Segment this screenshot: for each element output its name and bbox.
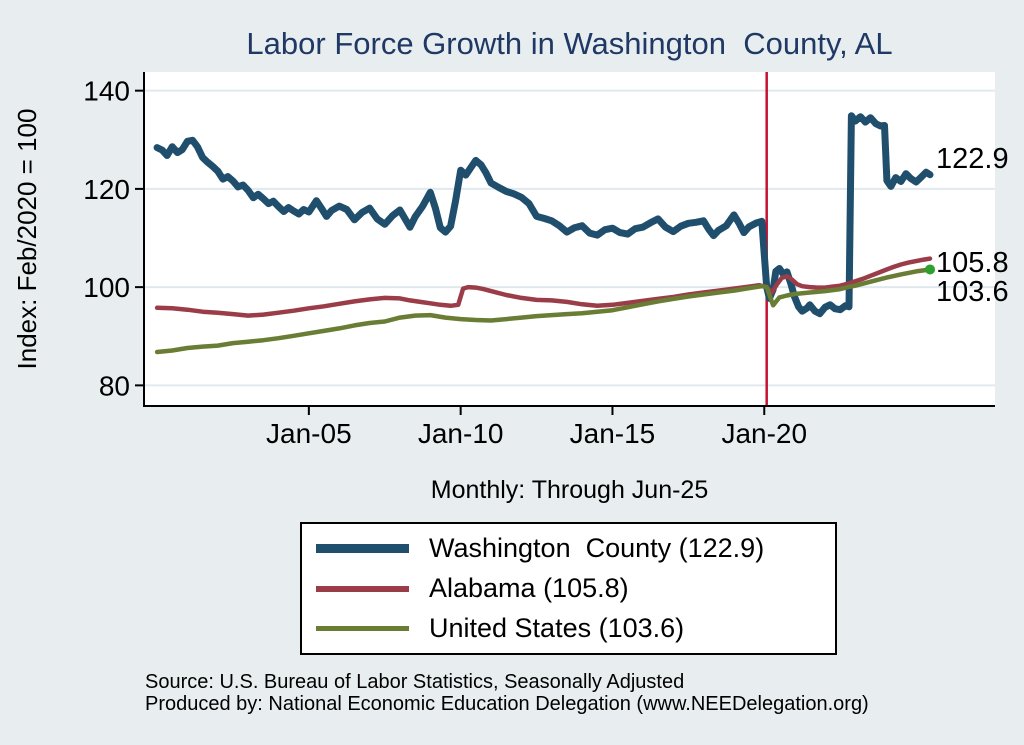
legend-label-alabama: Alabama (105.8) (429, 573, 629, 603)
legend-row-washington-county: Washington County (122.9) (316, 533, 835, 564)
y-tick-label-120: 120 (83, 174, 130, 205)
source-note: Source: U.S. Bureau of Labor Statistics,… (145, 671, 869, 715)
source-line-2: Produced by: National Economic Education… (145, 693, 869, 715)
x-tick-label-2015: Jan-15 (570, 418, 656, 449)
series-line-washington-county (153, 112, 934, 318)
series-line-alabama (154, 256, 933, 318)
x-tick-label-2020: Jan-20 (721, 418, 807, 449)
legend-swatch-alabama (316, 585, 409, 592)
legend-label-washington-county: Washington County (122.9) (429, 533, 765, 563)
chart-subtitle: Monthly: Through Jun-25 (430, 476, 709, 504)
legend: Washington County (122.9) Alabama (105.8… (300, 522, 837, 655)
legend-label-united-states: United States (103.6) (429, 613, 685, 643)
legend-row-united-states: United States (103.6) (316, 613, 835, 644)
legend-swatch-united-states (316, 626, 409, 631)
series-end-marker-united-states (925, 264, 936, 275)
chart-title: Labor Force Growth in Washington County,… (246, 26, 893, 61)
legend-row-alabama: Alabama (105.8) (316, 573, 835, 604)
y-tick-label-80: 80 (99, 370, 130, 401)
end-value-label-122.9: 122.9 (936, 143, 1009, 175)
end-value-label-105.8: 105.8 (936, 247, 1009, 279)
legend-swatch-washington-county (316, 544, 409, 553)
series-line-united-states (154, 267, 933, 355)
end-value-label-103.6: 103.6 (936, 276, 1009, 308)
y-tick-label-100: 100 (83, 272, 130, 303)
x-tick-label-2010: Jan-10 (418, 418, 504, 449)
x-tick-label-2005: Jan-05 (266, 418, 352, 449)
y-tick-label-140: 140 (83, 76, 130, 107)
source-line-1: Source: U.S. Bureau of Labor Statistics,… (145, 671, 685, 693)
y-axis-title: Index: Feb/2020 = 100 (12, 109, 42, 370)
